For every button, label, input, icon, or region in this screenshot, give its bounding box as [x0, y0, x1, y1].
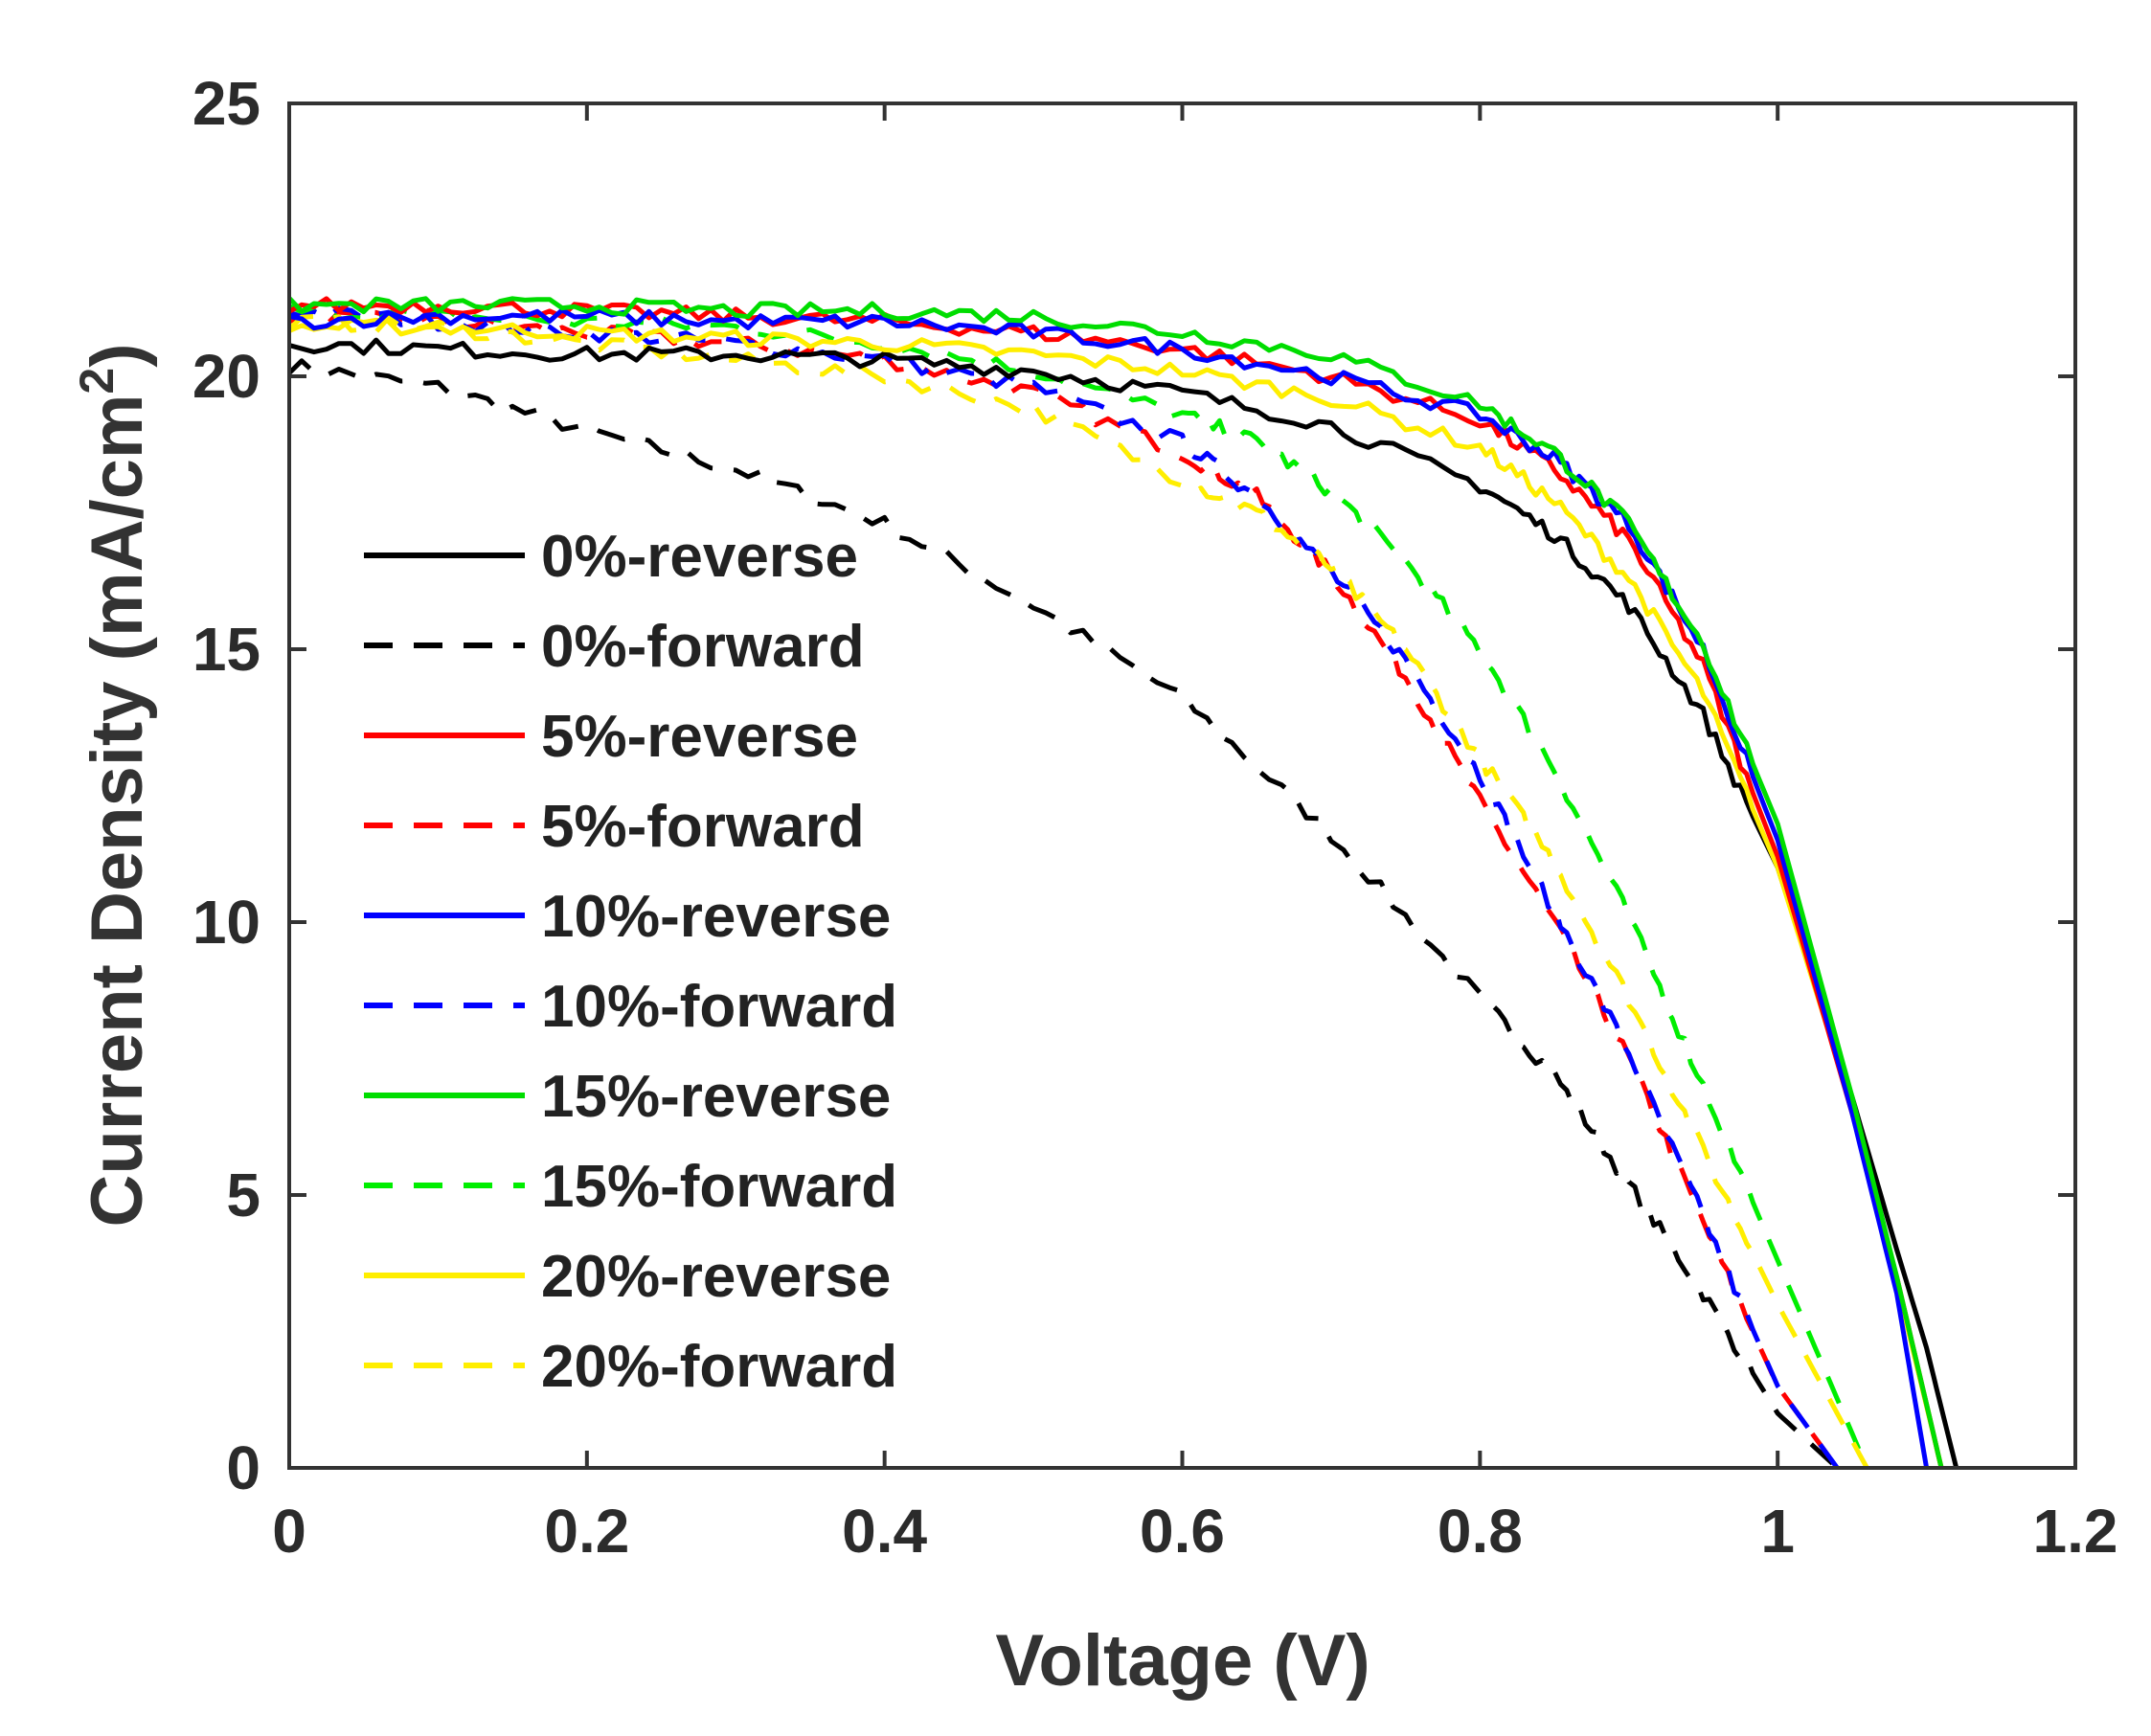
- y-tick-label: 15: [192, 615, 260, 684]
- y-tick-label: 10: [192, 888, 260, 957]
- x-tick-label: 1.2: [2033, 1497, 2118, 1566]
- x-tick-label: 0.8: [1438, 1497, 1523, 1566]
- x-tick-label: 0.2: [544, 1497, 629, 1566]
- y-axis-label-superscript: 2: [70, 368, 124, 395]
- ticks-layer: 0 0.2 0.4 0.6 0.8 1 1.2 0 5 10 15 20 25: [192, 69, 2118, 1566]
- series-line-10%-reverse: [288, 307, 1930, 1469]
- legend-label: 10%-forward: [541, 974, 897, 1040]
- legend-label: 5%-forward: [541, 794, 865, 860]
- legend-label: 15%-forward: [541, 1154, 897, 1220]
- y-tick-label: 25: [192, 69, 260, 138]
- x-axis-label: Voltage (V): [995, 1620, 1370, 1702]
- legend-label: 20%-forward: [541, 1334, 897, 1400]
- y-axis-label-main: Current Density (mA/cm: [77, 395, 158, 1228]
- legend-label: 0%-reverse: [541, 524, 858, 590]
- legend: 0%-reverse 0%-forward 5%-reverse 5%-forward…: [364, 524, 897, 1400]
- y-axis-label-close: ): [77, 343, 158, 367]
- legend-label: 15%-reverse: [541, 1064, 891, 1130]
- x-tick-label: 1: [1760, 1497, 1795, 1566]
- legend-label: 10%-reverse: [541, 884, 891, 950]
- y-tick-label: 5: [226, 1161, 260, 1229]
- series-layer: [287, 296, 1959, 1470]
- y-axis-label: Current Density (mA/cm2): [70, 343, 158, 1227]
- legend-label: 0%-forward: [541, 614, 865, 680]
- y-tick-label: 0: [226, 1433, 260, 1502]
- legend-label: 5%-reverse: [541, 704, 858, 770]
- series-line-15%-forward: [287, 304, 1869, 1469]
- y-tick-label: 20: [192, 342, 260, 411]
- x-tick-label: 0.4: [842, 1497, 927, 1566]
- series-line-15%-reverse: [287, 296, 1944, 1469]
- x-tick-label: 0.6: [1140, 1497, 1225, 1566]
- series-line-0%-forward: [287, 358, 1839, 1470]
- x-tick-label: 0: [272, 1497, 306, 1566]
- series-line-20%-forward: [287, 313, 1869, 1470]
- legend-label: 20%-reverse: [541, 1244, 891, 1310]
